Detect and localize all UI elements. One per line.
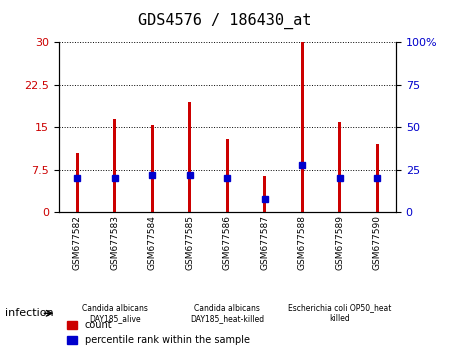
Text: Escherichia coli OP50_heat
killed: Escherichia coli OP50_heat killed (288, 304, 392, 323)
Bar (76, 153, 79, 212)
Text: Candida albicans
DAY185_alive: Candida albicans DAY185_alive (82, 304, 148, 323)
Bar (151, 125, 153, 212)
Bar (113, 119, 116, 212)
Text: GDS4576 / 186430_at: GDS4576 / 186430_at (138, 13, 312, 29)
Text: infection: infection (4, 308, 53, 318)
Text: Candida albicans
DAY185_heat-killed: Candida albicans DAY185_heat-killed (190, 304, 264, 323)
Bar (263, 176, 266, 212)
Bar (301, 42, 304, 212)
Bar (338, 122, 341, 212)
Bar (226, 139, 229, 212)
Legend: count, percentile rank within the sample: count, percentile rank within the sample (63, 316, 254, 349)
Bar (376, 144, 378, 212)
Bar (189, 102, 191, 212)
